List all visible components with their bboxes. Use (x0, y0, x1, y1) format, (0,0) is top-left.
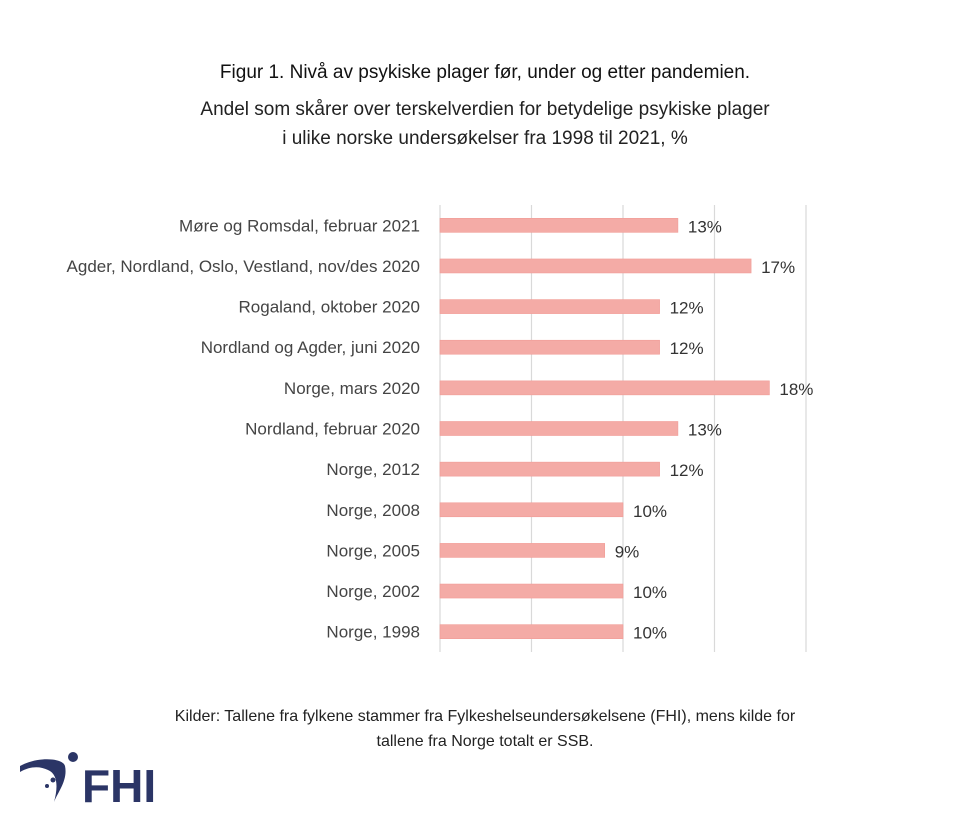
bar (439, 461, 660, 477)
bar (439, 218, 679, 233)
data-label: 10% (633, 624, 667, 643)
data-label: 9% (615, 542, 640, 561)
category-label: Møre og Romsdal, februar 2021 (179, 216, 420, 235)
bar (439, 583, 624, 599)
chart-title: Figur 1. Nivå av psykiske plager før, un… (219, 62, 751, 83)
category-label: Norge, 2002 (326, 582, 420, 601)
category-label: Rogaland, oktober 2020 (239, 298, 420, 317)
category-label: Nordland og Agder, juni 2020 (201, 338, 420, 357)
data-label: 13% (688, 217, 722, 236)
bar (439, 543, 605, 558)
source-note-line-2: tallene fra Norge totalt er SSB. (376, 733, 594, 750)
bar (439, 339, 660, 355)
category-label: Nordland, februar 2020 (245, 420, 420, 439)
category-label: Norge, 2008 (326, 501, 420, 520)
bar (439, 258, 752, 274)
chart-subtitle-line-2: i ulike norske undersøkelser fra 1998 ti… (282, 128, 688, 149)
data-label: 10% (633, 502, 667, 521)
data-label: 17% (761, 258, 795, 277)
category-label: Agder, Nordland, Oslo, Vestland, nov/des… (67, 257, 420, 276)
source-note-line-1: Kilder: Tallene fra fylkene stammer fra … (174, 708, 796, 725)
bar (439, 624, 624, 639)
fhi-logo-text: FHI (82, 760, 156, 812)
data-label: 12% (670, 339, 704, 358)
bar (439, 502, 624, 518)
bar (439, 299, 660, 314)
data-label: 12% (670, 461, 704, 480)
chart-subtitle-line-1: Andel som skårer over terskelverdien for… (200, 99, 770, 120)
category-label: Norge, 1998 (326, 623, 420, 642)
data-label: 12% (670, 299, 704, 318)
data-label: 13% (688, 421, 722, 440)
category-label: Norge, 2012 (326, 460, 420, 479)
bar (439, 380, 770, 396)
fhi-logo-swoosh-icon (20, 759, 66, 802)
data-label: 10% (633, 583, 667, 602)
category-label: Norge, 2005 (326, 541, 420, 560)
data-label: 18% (779, 380, 813, 399)
bar (439, 421, 679, 436)
category-label: Norge, mars 2020 (284, 379, 420, 398)
fhi-logo: FHI (20, 752, 156, 812)
